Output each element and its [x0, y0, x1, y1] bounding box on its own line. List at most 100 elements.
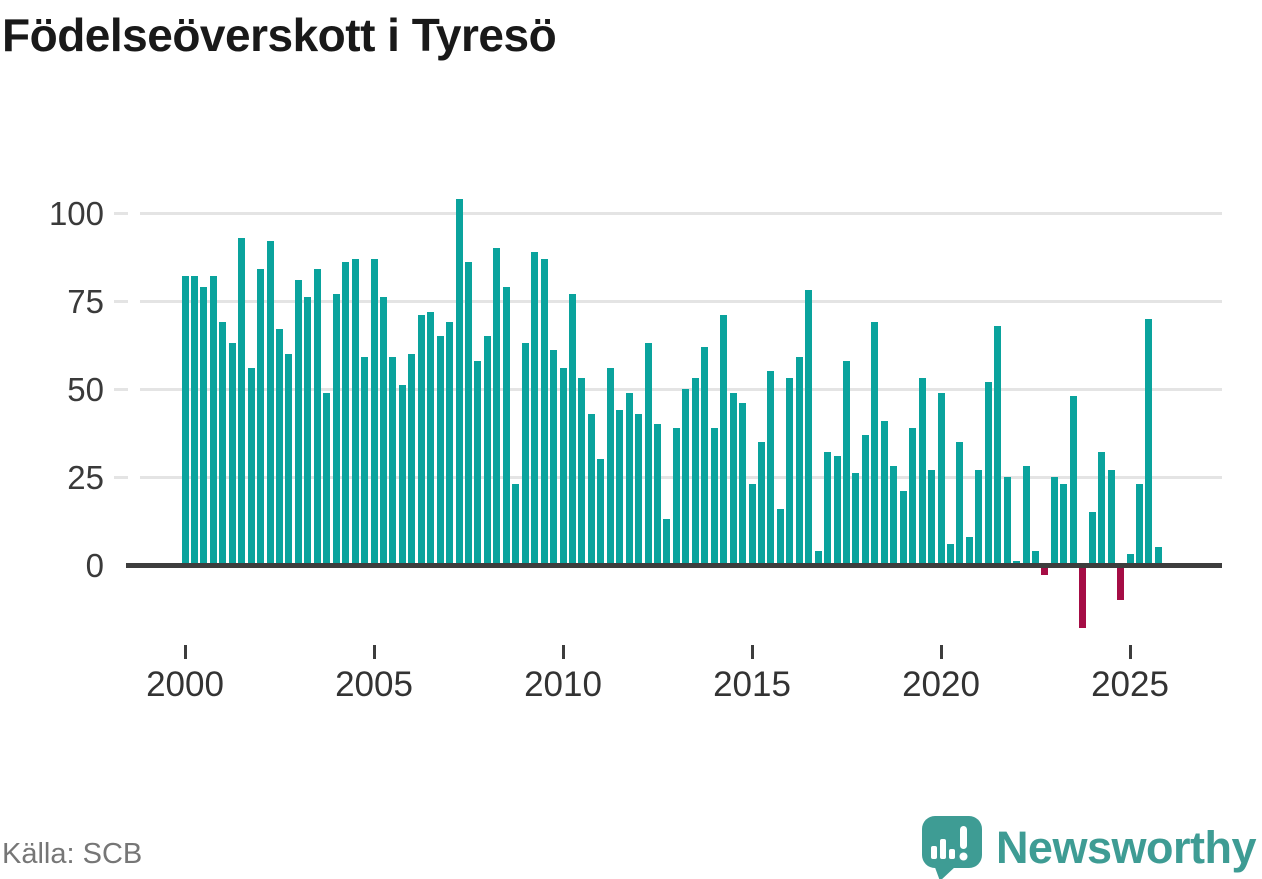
bar-2011Q1 — [597, 459, 605, 565]
bar-2000Q3 — [200, 286, 208, 565]
gridline-y-75 — [140, 300, 1222, 303]
bar-2019Q3 — [918, 378, 926, 565]
x-axis-label-2010: 2010 — [524, 665, 602, 704]
bar-2019Q2 — [909, 427, 917, 565]
bar-2000Q1 — [181, 276, 189, 565]
x-axis-zero-line — [126, 563, 1222, 568]
x-axis-tick-2025 — [1128, 645, 1132, 659]
bar-2020Q3 — [956, 441, 964, 565]
bar-2006Q1 — [408, 353, 416, 565]
bar-2001Q2 — [228, 343, 236, 565]
bar-2020Q1 — [937, 392, 945, 565]
bar-2019Q4 — [928, 469, 936, 565]
bar-2015Q2 — [757, 441, 765, 565]
bar-2021Q2 — [984, 381, 992, 565]
x-axis-tick-2005 — [372, 645, 376, 659]
gridline-y-50 — [140, 388, 1222, 391]
bar-2014Q4 — [739, 403, 747, 565]
gridline-y-25 — [140, 476, 1222, 479]
gridline-y-100 — [140, 212, 1222, 215]
y-axis-label-25: 25 — [67, 459, 104, 496]
bar-2010Q4 — [587, 413, 595, 565]
bar-2010Q3 — [578, 378, 586, 565]
bar-2024Q1 — [1088, 512, 1096, 565]
bar-2017Q1 — [824, 452, 832, 565]
bar-2015Q1 — [748, 484, 756, 565]
bar-2012Q1 — [635, 413, 643, 565]
bar-2013Q2 — [682, 389, 690, 565]
bar-2011Q4 — [625, 392, 633, 565]
bar-2023Q2 — [1060, 484, 1068, 565]
bar-2022Q3 — [1032, 550, 1039, 565]
bar-2016Q1 — [786, 378, 794, 565]
bar-2016Q2 — [795, 357, 803, 565]
bar-2015Q3 — [767, 371, 775, 565]
bar-2021Q3 — [994, 325, 1002, 565]
bar-2012Q3 — [654, 424, 661, 565]
bar-2017Q3 — [843, 360, 850, 565]
bar-2002Q4 — [285, 353, 293, 565]
x-axis-tick-2010 — [561, 645, 565, 659]
x-axis-tick-2020 — [939, 645, 943, 659]
bar-2018Q3 — [880, 420, 888, 565]
bar-2016Q4 — [814, 550, 822, 565]
bar-2015Q4 — [776, 508, 784, 565]
x-axis-label-2020: 2020 — [902, 665, 980, 704]
bar-2011Q2 — [606, 367, 614, 565]
bar-2008Q2 — [493, 248, 501, 565]
bar-2000Q2 — [190, 276, 198, 565]
bar-2008Q4 — [512, 484, 520, 565]
bar-2004Q1 — [332, 293, 340, 565]
bar-2003Q2 — [304, 297, 312, 565]
bar-2025Q2 — [1135, 484, 1143, 565]
bar-2001Q3 — [238, 237, 246, 565]
bar-2013Q1 — [672, 427, 680, 565]
bar-2023Q3 — [1069, 396, 1077, 565]
bar-2006Q3 — [427, 311, 435, 565]
bar-2006Q4 — [436, 336, 444, 565]
x-axis-label-2015: 2015 — [713, 665, 791, 704]
bar-2005Q2 — [379, 297, 387, 565]
bar-2023Q4 — [1079, 568, 1087, 628]
bar-2014Q2 — [720, 315, 728, 565]
bar-2018Q1 — [861, 434, 869, 565]
bar-2012Q4 — [663, 519, 671, 565]
bar-2020Q2 — [946, 543, 954, 565]
bar-2012Q2 — [644, 343, 652, 565]
bar-2022Q4 — [1041, 568, 1049, 576]
bar-chart-plot-area: 2000 2005 2010 2015 2020 2025 — [126, 190, 1222, 710]
bar-2021Q4 — [1003, 477, 1011, 565]
bar-2013Q3 — [691, 378, 699, 565]
bar-2025Q1 — [1126, 554, 1134, 565]
bar-2008Q1 — [483, 336, 491, 565]
bar-2006Q2 — [417, 315, 425, 565]
bar-2019Q1 — [899, 491, 907, 565]
bar-2000Q4 — [209, 276, 217, 565]
bar-2003Q3 — [313, 269, 321, 565]
x-axis-label-2000: 2000 — [146, 665, 224, 704]
newsworthy-bubble-chart-icon — [921, 816, 982, 879]
bar-2003Q4 — [323, 392, 331, 565]
bar-2009Q3 — [540, 258, 548, 565]
bar-2010Q1 — [559, 367, 567, 565]
bar-2024Q3 — [1107, 469, 1115, 565]
y-axis-label-50: 50 — [67, 371, 104, 408]
bar-2001Q1 — [219, 322, 227, 565]
bar-2003Q1 — [294, 279, 302, 565]
bar-2014Q3 — [729, 392, 737, 565]
bar-2024Q4 — [1117, 568, 1125, 600]
bar-2024Q2 — [1098, 452, 1106, 565]
bar-2004Q4 — [361, 357, 369, 565]
bar-2017Q2 — [833, 455, 841, 565]
newsworthy-wordmark: Newsworthy — [995, 822, 1257, 873]
bar-2009Q1 — [521, 343, 529, 565]
bar-2016Q3 — [805, 290, 813, 565]
y-axis-tick-75 — [114, 300, 128, 303]
bar-2014Q1 — [710, 427, 718, 565]
newsworthy-logo[interactable]: Newsworthy — [920, 814, 1257, 879]
y-axis-label-75: 75 — [67, 283, 104, 320]
x-axis-label-2005: 2005 — [335, 665, 413, 704]
bar-2005Q1 — [370, 258, 378, 565]
bar-2018Q4 — [890, 466, 898, 565]
